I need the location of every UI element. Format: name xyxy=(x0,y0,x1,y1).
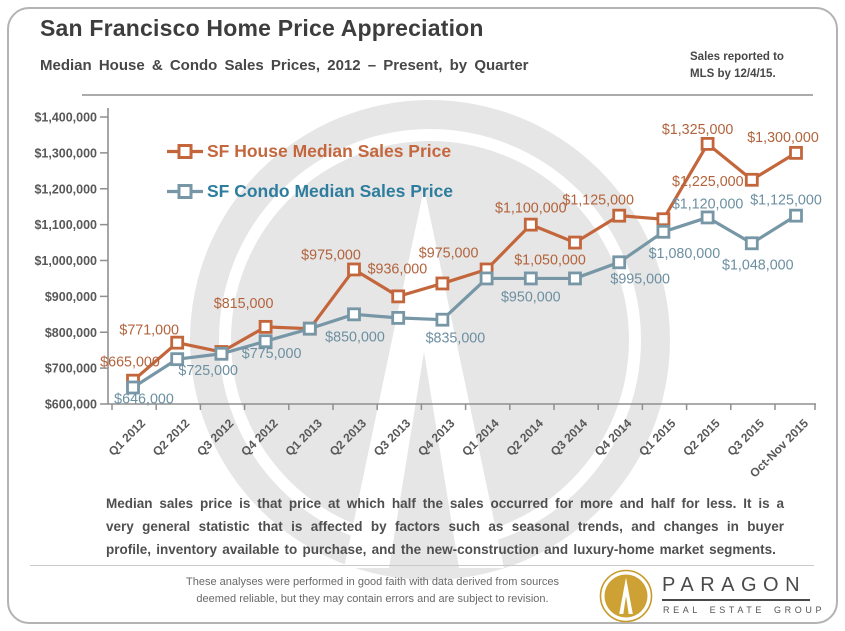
house-data-label: $665,000 xyxy=(100,355,160,371)
y-axis-tick-label: $900,000 xyxy=(45,290,97,304)
page-subtitle: Median House & Condo Sales Prices, 2012 … xyxy=(40,57,529,74)
condo-data-label: $1,120,000 xyxy=(672,196,744,212)
condo-data-point xyxy=(391,310,406,325)
y-axis-tick-label: $1,400,000 xyxy=(34,111,97,125)
house-data-point xyxy=(744,172,759,187)
house-data-point xyxy=(612,208,627,223)
paragon-brand: PARAGON xyxy=(662,574,807,596)
house-data-label: $1,225,000 xyxy=(672,174,744,190)
y-axis-tick-label: $600,000 xyxy=(45,398,97,412)
footer-divider xyxy=(30,565,814,566)
condo-data-label: $1,048,000 xyxy=(722,257,794,273)
house-data-point xyxy=(568,235,582,250)
house-data-label: $975,000 xyxy=(419,245,479,261)
condo-series-line xyxy=(132,214,797,389)
house-data-label: $815,000 xyxy=(214,296,274,312)
house-data-point xyxy=(789,145,803,160)
paragon-brand-rule xyxy=(662,599,810,601)
y-axis-tick-label: $1,000,000 xyxy=(34,254,97,268)
condo-data-label: $995,000 xyxy=(610,271,670,287)
y-axis-tick-label: $1,300,000 xyxy=(34,146,97,160)
condo-data-point xyxy=(568,271,582,286)
house-data-point xyxy=(435,276,450,291)
y-axis-tick-label: $1,100,000 xyxy=(34,218,97,232)
house-data-label: $771,000 xyxy=(119,323,179,339)
condo-data-point xyxy=(258,334,273,349)
house-data-label: $1,050,000 xyxy=(514,253,586,269)
house-series-line xyxy=(131,142,797,382)
legend-item-condo: SF Condo Median Sales Price xyxy=(167,181,453,202)
condo-data-point xyxy=(126,380,140,395)
house-series-marker-icon xyxy=(167,144,203,159)
paragon-logo-circle-icon xyxy=(599,569,653,623)
disclaimer-line2: deemed reliable, but they may contain er… xyxy=(196,593,549,606)
page-title: San Francisco Home Price Appreciation xyxy=(40,15,484,41)
x-axis-tick-label: Q2 2012 xyxy=(150,416,193,459)
house-data-point xyxy=(170,335,185,350)
condo-data-label: $835,000 xyxy=(426,331,486,347)
house-data-point xyxy=(391,289,406,304)
condo-data-point xyxy=(302,321,317,336)
house-data-label: $936,000 xyxy=(368,261,428,277)
house-data-label: $1,100,000 xyxy=(495,201,567,217)
house-data-label: $1,300,000 xyxy=(747,130,819,146)
house-data-label: $975,000 xyxy=(301,247,361,263)
house-data-point xyxy=(523,217,538,232)
house-data-point xyxy=(700,137,715,151)
condo-data-point xyxy=(744,236,759,251)
legend-label-condo: SF Condo Median Sales Price xyxy=(207,181,454,201)
house-data-point xyxy=(347,262,361,277)
y-axis-tick-label: $700,000 xyxy=(45,362,97,376)
legend-item-house: SF House Median Sales Price xyxy=(167,141,451,162)
condo-data-point xyxy=(700,210,715,225)
header-divider xyxy=(82,94,813,96)
legend-label-house: SF House Median Sales Price xyxy=(207,141,452,161)
disclaimer-line1: These analyses were performed in good fa… xyxy=(186,576,559,588)
x-axis-tick-label: Q2 2015 xyxy=(680,416,723,459)
house-data-point xyxy=(258,319,273,334)
definition-text: Median sales price is that price at whic… xyxy=(106,496,784,558)
disclaimer-text: These analyses were performed in good fa… xyxy=(150,574,595,608)
condo-data-point xyxy=(347,307,361,322)
condo-data-label: $646,000 xyxy=(114,391,174,407)
condo-data-point xyxy=(523,271,538,286)
condo-data-label: $1,080,000 xyxy=(649,246,721,262)
x-axis-tick-label: Q1 2012 xyxy=(106,416,149,459)
condo-series-marker-icon xyxy=(167,184,203,199)
condo-data-label: $1,125,000 xyxy=(750,193,822,209)
condo-data-point xyxy=(435,312,450,327)
house-data-label: $1,325,000 xyxy=(662,122,734,138)
house-data-label: $1,125,000 xyxy=(562,193,634,209)
sales-note-line1: Sales reported to xyxy=(690,51,784,63)
condo-data-label: $950,000 xyxy=(501,289,561,305)
sales-note-line2: MLS by 12/4/15. xyxy=(690,67,776,80)
condo-data-label: $850,000 xyxy=(325,329,385,345)
x-axis-tick-label: Q3 2015 xyxy=(724,416,767,459)
watermark-needle-notch-icon xyxy=(389,352,459,568)
condo-data-label: $725,000 xyxy=(178,363,238,379)
condo-data-label: $775,000 xyxy=(242,346,302,362)
sales-note: Sales reported to MLS by 12/4/15. xyxy=(690,49,784,82)
condo-data-point xyxy=(214,346,229,361)
house-data-point xyxy=(656,212,671,227)
condo-data-point xyxy=(612,255,627,270)
y-axis-tick-label: $800,000 xyxy=(45,326,97,340)
condo-data-point xyxy=(479,271,494,286)
condo-data-point xyxy=(656,224,671,239)
y-axis-tick-label: $1,200,000 xyxy=(34,182,97,196)
condo-data-point xyxy=(170,352,185,367)
condo-data-point xyxy=(789,208,803,223)
paragon-tagline: REAL ESTATE GROUP xyxy=(663,605,826,615)
